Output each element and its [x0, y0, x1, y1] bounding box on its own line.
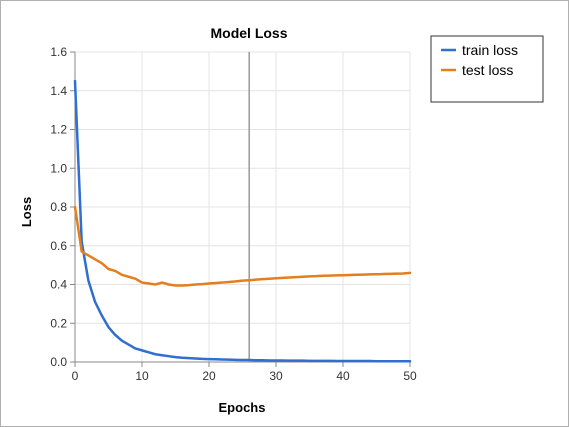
legend-label: train loss: [462, 42, 518, 58]
y-tick-label: 0.0: [50, 355, 67, 369]
y-axis-ticks: 0.0 0.2 0.4 0.6 0.8 1.0 1.2 1.4 1.6: [50, 45, 75, 369]
legend: train loss test loss: [430, 35, 544, 103]
x-tick-label: 30: [269, 369, 283, 383]
y-tick-label: 1.2: [50, 123, 67, 137]
x-tick-label: 0: [72, 369, 79, 383]
x-tick-label: 50: [403, 369, 417, 383]
y-tick-label: 0.6: [50, 239, 67, 253]
chart-title: Model Loss: [210, 25, 287, 41]
y-tick-label: 1.0: [50, 161, 67, 175]
x-tick-label: 20: [202, 369, 216, 383]
y-tick-label: 0.2: [50, 316, 67, 330]
y-tick-label: 1.4: [50, 84, 67, 98]
y-tick-label: 0.8: [50, 200, 67, 214]
legend-label: test loss: [462, 62, 513, 78]
y-tick-label: 1.6: [50, 45, 67, 59]
x-tick-label: 10: [135, 369, 149, 383]
y-axis-title: Loss: [19, 197, 34, 227]
series-line-test-loss: [73, 205, 412, 287]
x-tick-label: 40: [336, 369, 350, 383]
x-axis-ticks: 0 10 20 30 40 50: [72, 362, 417, 383]
series: [73, 79, 412, 363]
y-tick-label: 0.4: [50, 278, 67, 292]
x-axis-title: Epochs: [219, 400, 266, 415]
series-line-train-loss: [73, 79, 412, 363]
